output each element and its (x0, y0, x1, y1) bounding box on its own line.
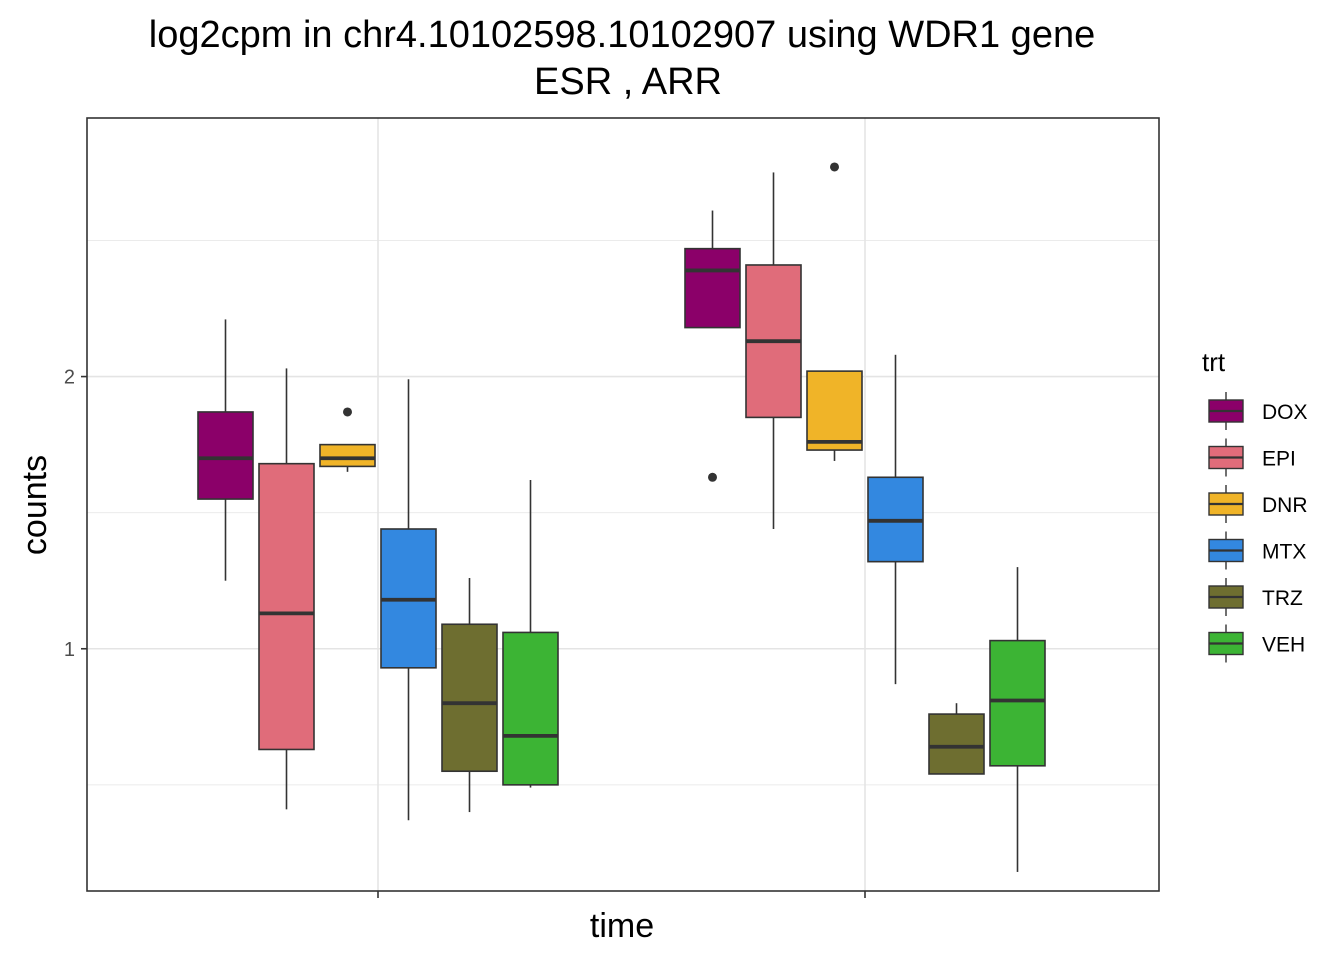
legend-label: VEH (1262, 634, 1305, 657)
legend-label: TRZ (1262, 587, 1303, 610)
legend-item-veh: VEH (1208, 624, 1305, 663)
legend-item-epi: EPI (1208, 438, 1296, 477)
box-veh-group-1 (502, 480, 559, 788)
box-trz-group-1 (441, 577, 498, 813)
plot-panel (86, 117, 1160, 892)
box-body (319, 443, 376, 468)
legend-item-trz: TRZ (1208, 578, 1303, 616)
legend-item-dnr: DNR (1208, 485, 1308, 523)
x-axis-title: time (590, 907, 654, 945)
legend-item-dox: DOX (1208, 392, 1308, 430)
legend-label: MTX (1262, 541, 1306, 564)
outlier-point (343, 407, 352, 417)
box-mtx-group-1 (380, 379, 437, 821)
box-body (806, 370, 863, 451)
legend-items: DOX EPI DNR MTX TRZ VEH (1208, 392, 1308, 663)
box-dox-group-2 (684, 210, 741, 482)
box-body (502, 631, 559, 786)
box-body (441, 623, 498, 773)
box-veh-group-2 (989, 567, 1046, 872)
legend-label: DNR (1262, 494, 1308, 517)
box-trz-group-2 (928, 703, 985, 775)
box-dnr-group-1 (319, 407, 376, 472)
y-axis-title: counts (16, 455, 54, 555)
chart-subtitle: ESR , ARR (534, 61, 722, 103)
box-body (928, 713, 985, 775)
y-tick-label: 2 (64, 367, 75, 389)
box-dox-group-1 (197, 319, 254, 581)
box-dnr-group-2 (806, 162, 863, 461)
box-mtx-group-2 (867, 354, 924, 685)
outlier-point (708, 472, 717, 482)
legend-title: trt (1202, 347, 1226, 377)
outlier-point (830, 162, 839, 172)
box-body (684, 247, 741, 329)
box-body (197, 411, 254, 500)
legend-item-mtx: MTX (1208, 531, 1306, 570)
legend-label: DOX (1262, 401, 1308, 424)
box-epi-group-2 (745, 172, 802, 529)
box-body (258, 462, 315, 751)
box-body (989, 639, 1046, 767)
y-tick-label: 1 (64, 639, 75, 661)
panel-background (87, 118, 1159, 891)
legend: trt DOX EPI DNR MTX TRZ VEH (1202, 347, 1308, 663)
box-epi-group-1 (258, 368, 315, 810)
chart-title: log2cpm in chr4.10102598.10102907 using … (149, 14, 1095, 56)
axes: 12 (64, 367, 866, 898)
panel-border (86, 117, 1160, 892)
legend-label: EPI (1262, 448, 1296, 471)
box-layer (197, 162, 1046, 872)
